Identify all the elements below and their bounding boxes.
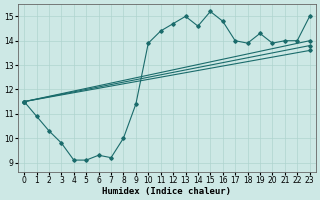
X-axis label: Humidex (Indice chaleur): Humidex (Indice chaleur): [102, 187, 231, 196]
